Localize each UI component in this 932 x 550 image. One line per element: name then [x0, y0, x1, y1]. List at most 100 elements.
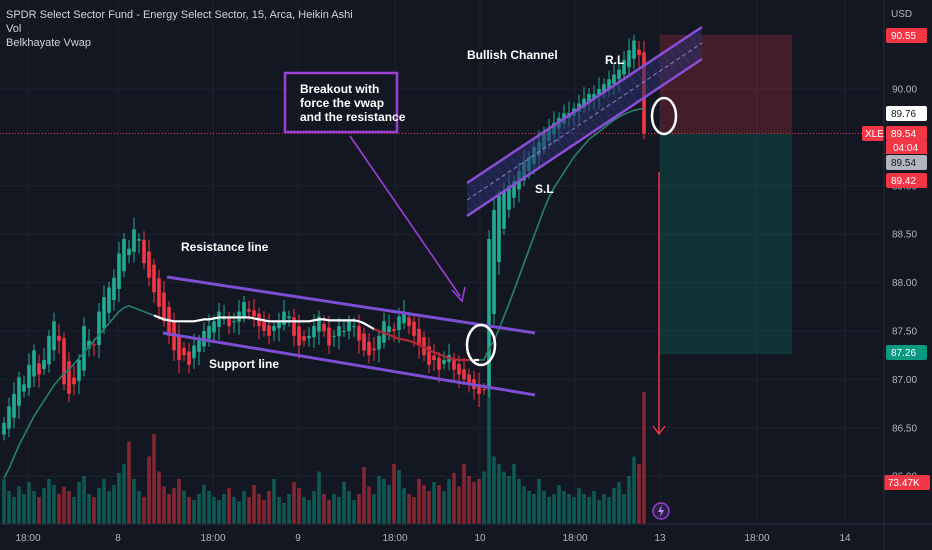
volume-bars: [2, 381, 646, 524]
volume-bar-18: [92, 497, 96, 524]
volume-bar-9: [47, 479, 51, 524]
volume-bar-10: [52, 485, 56, 524]
price-tag-5: [886, 345, 927, 360]
indicator-vol[interactable]: Vol: [6, 23, 22, 35]
volume-bar-84: [422, 485, 426, 524]
candle-body-57: [287, 316, 291, 319]
candle-body-101: [507, 185, 511, 210]
x-tick-3: 9: [295, 533, 301, 544]
x-tick-5: 10: [474, 533, 486, 544]
candle-body-39: [197, 340, 201, 352]
volume-bar-38: [192, 500, 196, 524]
volume-bar-26: [132, 479, 136, 524]
volume-bar-113: [567, 494, 571, 524]
price-tag-2: [886, 126, 927, 141]
candle-body-64: [322, 324, 326, 331]
price-axis[interactable]: USD86.0086.5087.0087.5088.0088.5089.0090…: [862, 0, 932, 550]
channel-mid: [466, 42, 703, 201]
candle-body-19: [97, 311, 101, 346]
chart-legend: SPDR Select Sector Fund - Energy Select …: [6, 8, 353, 50]
volume-bar-54: [272, 479, 276, 524]
volume-bar-126: [632, 456, 636, 524]
volume-bar-104: [522, 486, 526, 524]
entry-circle: [650, 96, 678, 136]
volume-bar-32: [162, 486, 166, 524]
candle-body-96: [482, 389, 486, 391]
volume-bar-77: [387, 485, 391, 524]
volume-bar-76: [382, 479, 386, 524]
volume-bar-6: [32, 491, 36, 524]
candle-body-36: [182, 347, 186, 356]
volume-bar-2: [12, 497, 16, 524]
candle-body-123: [617, 69, 621, 80]
candle-body-54: [272, 326, 276, 331]
volume-bar-59: [297, 488, 301, 524]
y-tick-7: 90.00: [892, 85, 917, 96]
candle-body-78: [392, 329, 396, 331]
volume-bar-5: [27, 482, 31, 524]
candle-body-75: [377, 335, 381, 350]
candle-body-92: [462, 369, 466, 380]
candle-body-30: [152, 264, 156, 293]
candle-body-9: [47, 335, 51, 365]
y-tick-1: 86.50: [892, 423, 917, 434]
candle-body-87: [437, 357, 441, 370]
volume-bar-79: [397, 470, 401, 524]
candle-body-86: [432, 355, 436, 361]
candle-body-121: [607, 79, 611, 89]
volume-bar-93: [467, 476, 471, 524]
candle-body-55: [277, 321, 281, 329]
candle-body-63: [317, 316, 321, 332]
volume-bar-55: [277, 497, 281, 524]
volume-bar-11: [57, 494, 61, 524]
breakout-arrow: [349, 135, 461, 297]
price-axis-bg: [884, 0, 932, 550]
candle-body-4: [22, 384, 26, 392]
candle-body-5: [27, 364, 31, 388]
candle-body-53: [267, 325, 271, 336]
candle-body-43: [217, 311, 221, 327]
candle-body-97: [487, 239, 491, 390]
volume-bar-98: [492, 456, 496, 524]
volume-bar-72: [362, 467, 366, 524]
chart-title[interactable]: SPDR Select Sector Fund - Energy Select …: [6, 9, 353, 21]
candle-body-28: [142, 239, 146, 264]
volume-bar-74: [372, 494, 376, 524]
candle-body-125: [627, 50, 631, 68]
volume-bar-30: [152, 434, 156, 524]
candle-body-16: [82, 326, 86, 371]
volume-bar-58: [292, 482, 296, 524]
volume-bar-3: [17, 486, 21, 524]
price-tag-3: [886, 155, 927, 170]
volume-bar-91: [457, 486, 461, 524]
volume-bar-68: [342, 482, 346, 524]
volume-bar-94: [472, 482, 476, 524]
volume-bar-0: [2, 479, 6, 524]
candle-body-70: [352, 326, 356, 328]
countdown-tag: [886, 141, 927, 154]
candle-body-27: [137, 239, 141, 241]
candle-body-65: [327, 327, 331, 346]
candle-body-90: [452, 358, 456, 370]
volume-bar-42: [212, 497, 216, 524]
volume-bar-105: [527, 491, 531, 524]
support-trendline: [162, 331, 536, 397]
candle-body-69: [347, 321, 351, 332]
volume-bar-80: [402, 488, 406, 524]
volume-bar-70: [352, 500, 356, 524]
candle-body-95: [477, 384, 481, 394]
vwap-band-45: [153, 314, 375, 331]
candle-body-62: [312, 326, 316, 338]
volume-bar-53: [267, 491, 271, 524]
volume-bar-99: [497, 464, 501, 524]
candle-body-15: [77, 360, 81, 381]
volume-bar-97: [487, 381, 491, 524]
volume-bar-25: [127, 441, 131, 524]
channel-lower: [466, 57, 703, 218]
volume-bar-95: [477, 479, 481, 524]
volume-bar-124: [622, 494, 626, 524]
indicator-vwap[interactable]: Belkhayate Vwap: [6, 37, 91, 49]
volume-bar-52: [262, 500, 266, 524]
